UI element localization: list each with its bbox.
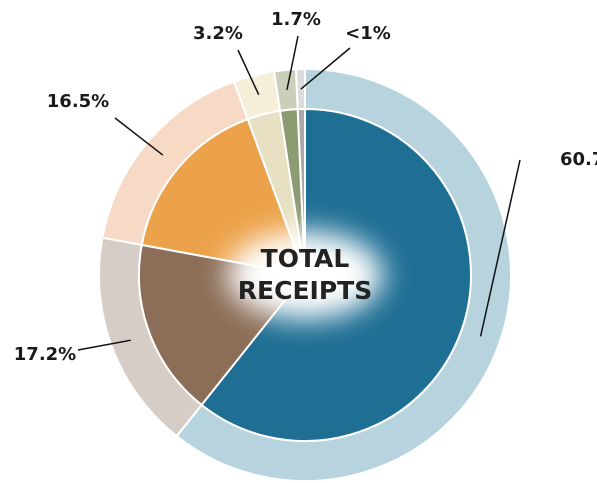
leader-line bbox=[286, 35, 299, 91]
leader-line bbox=[114, 117, 164, 156]
center-glow bbox=[227, 231, 383, 319]
data-label: 60.7% bbox=[560, 149, 597, 170]
slices bbox=[98, 67, 512, 482]
leader-line bbox=[237, 49, 260, 96]
data-label: <1% bbox=[345, 23, 391, 44]
leader-line bbox=[300, 47, 351, 90]
inner-slice bbox=[140, 117, 307, 277]
data-label: 3.2% bbox=[193, 23, 243, 44]
data-label: 1.7% bbox=[271, 9, 321, 30]
center-label: TOTAL bbox=[261, 244, 350, 273]
data-label: 17.2% bbox=[14, 344, 76, 365]
leader-line bbox=[77, 339, 131, 351]
outer-slice bbox=[294, 67, 306, 111]
leader-line bbox=[479, 159, 521, 337]
center-label: RECEIPTS bbox=[238, 276, 372, 305]
data-label: 16.5% bbox=[47, 91, 109, 112]
